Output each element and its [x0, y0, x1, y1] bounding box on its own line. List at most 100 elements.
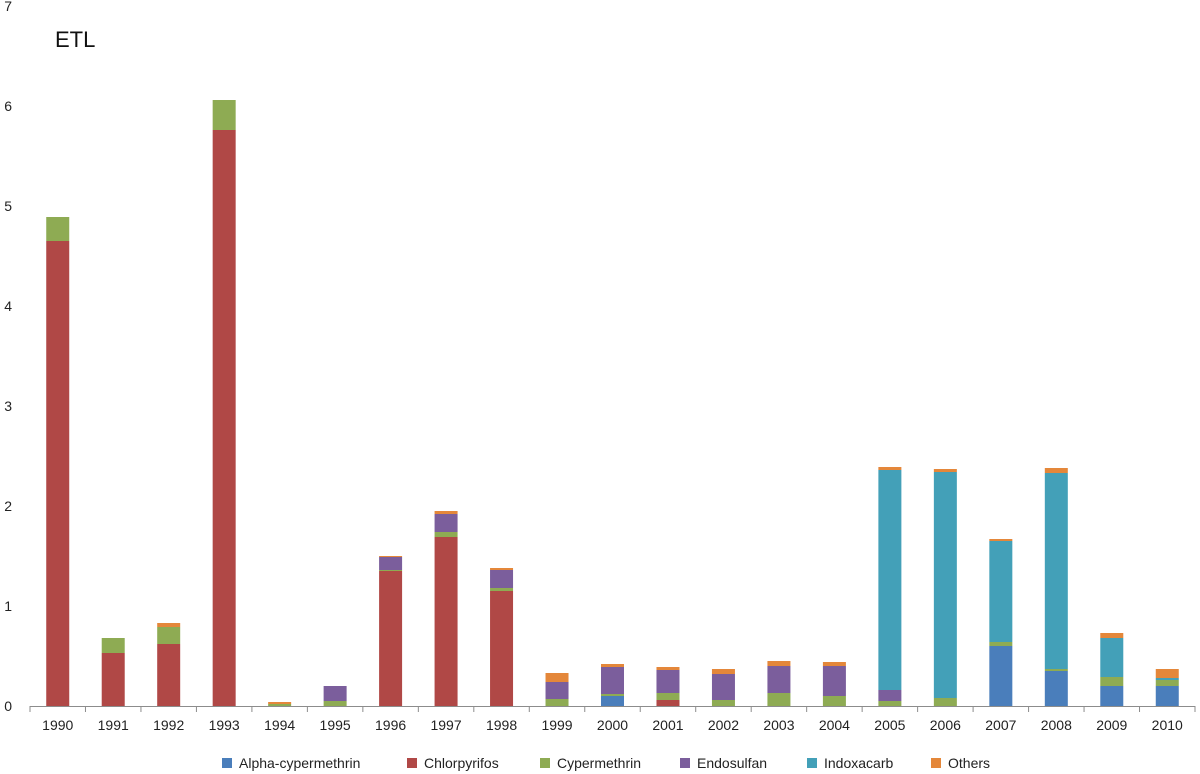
x-tick-label: 2001: [652, 717, 683, 733]
x-tick-label: 1995: [320, 717, 351, 733]
bar-segment-chlorpyrifos: [434, 537, 458, 706]
x-tick-label: 2009: [1096, 717, 1127, 733]
legend: Alpha-cypermethrin Chlorpyrifos Cypermethr…: [222, 755, 990, 771]
bar-segment-endosulfan: [767, 666, 791, 693]
bar-segment-others: [822, 662, 846, 666]
bar-segment-cypermethrin: [490, 588, 514, 591]
bar-segment-others: [1155, 669, 1179, 678]
x-tick-label: 2006: [930, 717, 961, 733]
x-tick-label: 2005: [874, 717, 905, 733]
legend-label: Alpha-cypermethrin: [239, 755, 360, 771]
bar-segment-cypermethrin: [1044, 669, 1068, 671]
y-tick-label: 7: [4, 0, 12, 14]
bar-segment-cypermethrin: [656, 693, 680, 700]
x-tick-label: 1997: [430, 717, 461, 733]
y-tick-label: 2: [4, 498, 12, 514]
legend-swatch: [540, 758, 550, 768]
bar-segment-alpha-cypermethrin: [1155, 686, 1179, 706]
bar-segment-indoxacarb: [933, 472, 957, 698]
x-tick-label: 1999: [541, 717, 572, 733]
legend-label: Chlorpyrifos: [424, 755, 499, 771]
bar-segment-endosulfan: [878, 690, 902, 701]
bar-segment-indoxacarb: [1155, 678, 1179, 680]
x-tick-label: 2002: [708, 717, 739, 733]
bar-segment-cypermethrin: [46, 217, 70, 241]
x-tick-label: 1991: [98, 717, 129, 733]
bar-segment-others: [1044, 468, 1068, 473]
bar-segment-others: [656, 667, 680, 670]
bar-segment-cypermethrin: [767, 693, 791, 706]
legend-swatch: [931, 758, 941, 768]
bar-segment-cypermethrin: [101, 638, 125, 653]
legend-swatch: [407, 758, 417, 768]
x-tick-label: 1998: [486, 717, 517, 733]
bar-segment-others: [379, 556, 403, 557]
bar-segment-endosulfan: [323, 686, 347, 701]
bar-segment-endosulfan: [711, 674, 735, 700]
legend-label: Indoxacarb: [824, 755, 893, 771]
bar-segment-alpha-cypermethrin: [1044, 671, 1068, 706]
y-tick-label: 6: [4, 98, 12, 114]
bar-segment-others: [1100, 633, 1124, 638]
x-axis: 1990 1991 1992 1993 1994 1995 1996 1997 1998 1999…: [29, 706, 1196, 733]
x-tick-label: 2010: [1152, 717, 1183, 733]
bar-segment-cypermethrin: [434, 532, 458, 537]
bar-segment-others: [157, 623, 181, 627]
bar-segment-cypermethrin: [212, 100, 236, 130]
bar-segment-chlorpyrifos: [46, 241, 70, 706]
x-tick-label: 2004: [819, 717, 850, 733]
bar-segment-chlorpyrifos: [490, 591, 514, 706]
bar-segment-others: [711, 669, 735, 674]
legend-swatch: [807, 758, 817, 768]
x-tick-label: 2008: [1041, 717, 1072, 733]
bar-segment-indoxacarb: [989, 541, 1013, 642]
bar-segment-cypermethrin: [711, 700, 735, 706]
y-axis: 0 1 2 3 4 5 6 7: [4, 0, 12, 714]
legend-swatch: [222, 758, 232, 768]
legend-swatch: [680, 758, 690, 768]
y-tick-label: 0: [4, 698, 12, 714]
legend-label: Cypermethrin: [557, 755, 641, 771]
legend-label: Others: [948, 755, 990, 771]
bar-segment-indoxacarb: [1100, 638, 1124, 677]
bar-segment-endosulfan: [434, 514, 458, 532]
bar-segment-others: [878, 467, 902, 470]
bar-segment-cypermethrin: [379, 570, 403, 571]
bar-segment-others: [601, 664, 624, 667]
bar-segment-alpha-cypermethrin: [1100, 686, 1124, 706]
bar-segment-cypermethrin: [545, 699, 569, 706]
x-tick-label: 1996: [375, 717, 406, 733]
bar-segment-others: [989, 539, 1013, 541]
bar-segment-cypermethrin: [933, 698, 957, 706]
bar-segment-endosulfan: [490, 570, 514, 588]
legend-label: Endosulfan: [697, 755, 767, 771]
y-tick-label: 1: [4, 598, 12, 614]
bar-segment-cypermethrin: [1155, 680, 1179, 686]
bar-segment-cypermethrin: [989, 642, 1013, 646]
chart-title: ETL: [55, 27, 95, 52]
bar-segment-others: [933, 469, 957, 472]
bars: [46, 100, 1179, 706]
bar-segment-endosulfan: [601, 667, 624, 694]
bar-segment-others: [490, 568, 514, 570]
bar-segment-others: [268, 702, 292, 704]
bar-segment-chlorpyrifos: [101, 653, 125, 706]
bar-segment-endosulfan: [822, 666, 846, 696]
bar-segment-others: [545, 673, 569, 682]
bar-segment-indoxacarb: [878, 470, 902, 690]
x-tick-label: 1994: [264, 717, 295, 733]
bar-segment-chlorpyrifos: [212, 130, 236, 706]
y-tick-label: 5: [4, 198, 12, 214]
bar-segment-endosulfan: [545, 682, 569, 699]
x-tick-label: 2003: [763, 717, 794, 733]
bar-segment-indoxacarb: [1044, 473, 1068, 669]
bar-segment-chlorpyrifos: [379, 571, 403, 706]
bar-segment-cypermethrin: [323, 701, 347, 706]
bar-segment-cypermethrin: [1100, 677, 1124, 686]
bar-segment-endosulfan: [379, 557, 403, 570]
x-tick-label: 2000: [597, 717, 628, 733]
y-tick-label: 3: [4, 398, 12, 414]
bar-segment-chlorpyrifos: [656, 700, 680, 706]
bar-segment-chlorpyrifos: [157, 644, 181, 706]
x-tick-label: 2007: [985, 717, 1016, 733]
